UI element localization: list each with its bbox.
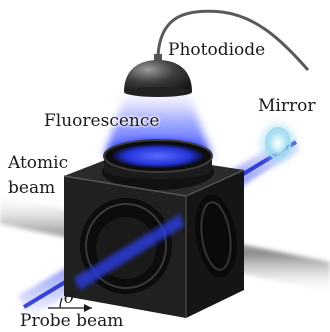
fluorescence-label: Fluorescence: [44, 111, 160, 131]
theta-label: θ: [64, 288, 75, 308]
mirror-label: Mirror: [258, 96, 316, 116]
vacuum-cube: [63, 139, 245, 318]
probe-beam-label: Probe beam: [20, 311, 124, 331]
angle-marker: [48, 297, 92, 312]
photodiode-cable: [156, 9, 310, 71]
atomic-beam-label: Atomic beam: [8, 153, 69, 198]
mirror: [261, 124, 295, 162]
photodiode: [124, 54, 192, 97]
photodiode-label: Photodiode: [168, 40, 266, 60]
